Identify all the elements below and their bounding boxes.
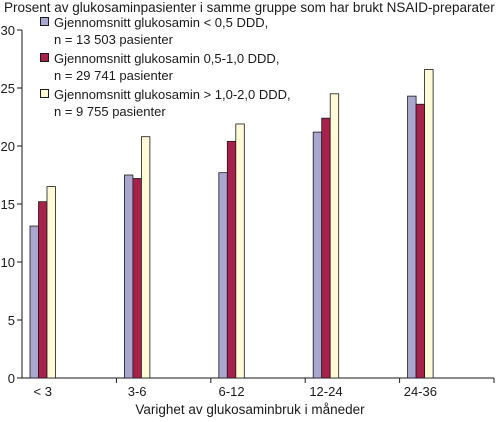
bar-series-1 <box>312 131 323 379</box>
bar-series-1 <box>124 174 134 379</box>
bar-series-3 <box>235 123 245 379</box>
x-tick-label: < 3 <box>34 384 52 399</box>
bar-series-2 <box>38 201 48 379</box>
bar-series-1 <box>29 225 39 379</box>
legend-swatch-series-1 <box>40 17 49 26</box>
legend-item-series-3: Gjennomsnitt glukosamin > 1,0-2,0 DDD, n… <box>40 86 291 120</box>
bar-series-1 <box>218 172 228 379</box>
legend-item-series-1: Gjennomsnitt glukosamin < 0,5 DDD, n = 1… <box>40 14 291 48</box>
y-tick-label: 5 <box>8 313 15 328</box>
y-axis-title: Prosent av glukosaminpasienter i samme g… <box>4 0 495 15</box>
legend-label-series-3: Gjennomsnitt glukosamin > 1,0-2,0 DDD, <box>54 87 291 102</box>
legend: Gjennomsnitt glukosamin < 0,5 DDD, n = 1… <box>40 14 291 122</box>
x-tick-label: 24-36 <box>404 384 437 399</box>
legend-swatch-series-3 <box>40 89 49 98</box>
bar-series-3 <box>140 136 151 379</box>
bar-series-2 <box>132 178 142 379</box>
bar-series-3 <box>46 186 56 379</box>
bar-series-3 <box>424 69 434 379</box>
y-tick-label: 0 <box>8 371 15 386</box>
legend-label-series-1: Gjennomsnitt glukosamin < 0,5 DDD, <box>54 15 269 30</box>
bar-series-3 <box>329 93 340 379</box>
y-tick-label: 15 <box>1 197 15 212</box>
legend-swatch-series-2 <box>40 53 49 62</box>
x-axis-title: Varighet av glukosaminbruk i måneder <box>135 402 365 417</box>
legend-count-series-3: n = 9 755 pasienter <box>54 104 166 119</box>
y-tick-label: 30 <box>1 23 15 38</box>
y-tick-label: 20 <box>1 139 15 154</box>
bar-series-2 <box>226 140 237 379</box>
y-tick-label: 25 <box>1 81 15 96</box>
bar-series-2 <box>321 117 331 379</box>
legend-label-series-2: Gjennomsnitt glukosamin 0,5-1,0 DDD, <box>54 51 280 66</box>
x-tick-label: 3-6 <box>128 384 147 399</box>
x-tick-label: 6-12 <box>219 384 245 399</box>
legend-count-series-2: n = 29 741 pasienter <box>54 68 173 83</box>
bar-series-2 <box>415 103 426 379</box>
bar-series-1 <box>407 95 417 379</box>
y-tick-label: 10 <box>1 255 15 270</box>
x-tick-label: 12-24 <box>309 384 342 399</box>
legend-item-series-2: Gjennomsnitt glukosamin 0,5-1,0 DDD, n =… <box>40 50 291 84</box>
legend-count-series-1: n = 13 503 pasienter <box>54 32 173 47</box>
